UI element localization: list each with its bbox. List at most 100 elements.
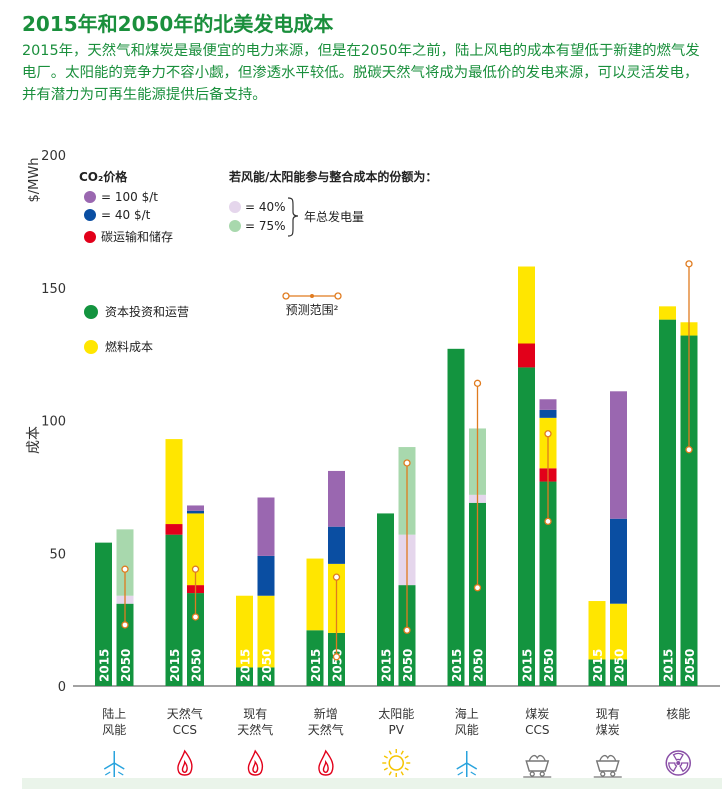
legend-range-marker: [334, 292, 342, 300]
bar-segment-capex_opex: [447, 348, 465, 686]
legend-swatch-co2-40: [84, 209, 96, 221]
legend-range-marker: [282, 292, 290, 300]
bar-segment-capex_opex: [377, 513, 394, 686]
bar-segment-capex_opex: [610, 659, 627, 686]
legend-range-marker: [310, 294, 314, 298]
bar-3-2050: 2050: [328, 470, 345, 686]
cart-coal: [599, 754, 617, 762]
bar-4-2015: 2015: [377, 513, 394, 686]
bar-year-label: 2015: [98, 649, 112, 682]
bar-year-label: 2050: [472, 649, 486, 682]
turbine-blade: [456, 762, 468, 770]
bar-year-label: 2050: [119, 649, 133, 682]
bar-year-label: 2015: [450, 649, 464, 682]
range-low-marker: [332, 653, 341, 661]
bar-segment-fuel: [588, 601, 606, 660]
range-low-marker: [685, 446, 693, 454]
range-high-marker: [191, 565, 200, 573]
category-label: 核能: [666, 707, 690, 721]
legend-brace: [287, 197, 299, 237]
bar-year-label: 2015: [309, 649, 323, 682]
y-unit-label: $/MWh: [27, 158, 42, 203]
y-axis-label: 成本: [26, 426, 42, 454]
radiation-blade: [668, 762, 678, 773]
bar-1-2050: 2050: [187, 505, 204, 686]
turbine-blade: [113, 762, 125, 770]
bar-2-2015: 2015: [236, 595, 253, 686]
bar-segment-transport_storage: [165, 524, 183, 535]
wind-turbine-icon: [103, 751, 125, 777]
y-tick-label: 0: [58, 680, 66, 695]
bar-year-label: 2050: [683, 649, 697, 682]
category-label: 风能: [102, 723, 126, 737]
turbine-wind-mark: [104, 771, 111, 776]
bar-year-label: 2015: [521, 649, 535, 682]
range-high-marker: [403, 459, 411, 467]
legend-swatch-integration-40: [229, 201, 241, 213]
y-tick-label: 200: [41, 149, 66, 164]
bar-6-2015: 2015: [518, 266, 535, 686]
legend-label-capex: 资本投资和运营: [105, 304, 189, 319]
category-label: CCS: [525, 723, 549, 737]
category-label: 天然气: [237, 722, 273, 737]
bar-segment-fuel: [659, 306, 676, 320]
radiation-core: [676, 761, 681, 765]
range-high-marker: [332, 573, 341, 581]
range-high-marker: [544, 430, 552, 438]
legend-label-fuel: 燃料成本: [105, 339, 153, 354]
bar-year-label: 2050: [190, 649, 204, 682]
flame-icon: [318, 749, 334, 776]
sun-ray: [388, 771, 392, 776]
legend-co2-title: CO₂价格: [79, 169, 128, 184]
radiation-ring: [665, 750, 691, 776]
turbine-wind-mark: [117, 771, 124, 776]
sun-ray: [383, 767, 388, 771]
bar-segment-fuel: [306, 558, 324, 631]
legend-label-transport: 碳运输和储存: [101, 229, 173, 244]
bar-year-label: 2015: [168, 649, 182, 682]
bar-year-label: 2050: [613, 649, 627, 682]
bar-0-2050: 2050: [116, 529, 134, 686]
turbine-wind-mark: [457, 771, 464, 776]
legend-swatch-integration-75: [229, 220, 241, 232]
bar-segment-co2_40: [539, 409, 557, 418]
bar-segment-fuel: [165, 439, 183, 525]
bar-segment-capex_opex: [680, 335, 698, 686]
sun-icon: [382, 749, 411, 777]
sun-ray: [383, 755, 388, 759]
y-tick-label: 50: [49, 547, 66, 562]
bar-segment-capex_opex: [398, 585, 416, 686]
y-tick-label: 100: [41, 415, 66, 430]
bar-segment-capex_opex: [539, 481, 557, 686]
category-label: 现有: [243, 707, 267, 721]
cart-coal: [528, 754, 546, 762]
sun-ray: [404, 755, 409, 759]
legend-label-range: 预测范围²: [286, 303, 339, 317]
bar-7-2050: 2050: [610, 391, 627, 686]
category-label: 新增: [314, 706, 338, 721]
turbine-blade: [103, 762, 115, 770]
sun-ray: [400, 750, 404, 755]
bar-year-label: 2050: [542, 649, 556, 682]
bar-year-label: 2050: [260, 649, 274, 682]
bar-segment-fuel: [187, 513, 204, 586]
bar-segment-capex_opex: [187, 593, 204, 686]
flame-shape: [247, 749, 264, 776]
bar-segment-co2_100: [187, 505, 204, 511]
bar-segment-fuel: [236, 595, 253, 668]
bar-segment-capex_opex: [95, 542, 112, 686]
bar-segment-capex_opex: [306, 630, 324, 686]
sun-ray: [400, 771, 404, 776]
bar-year-label: 2050: [401, 649, 415, 682]
bar-segment-transport_storage: [518, 343, 535, 368]
bar-segment-capex_opex: [236, 667, 253, 686]
range-high-marker: [121, 565, 129, 573]
legend-swatch-fuel: [84, 340, 98, 354]
category-label: CCS: [173, 723, 197, 737]
bar-year-label: 2015: [591, 649, 605, 682]
bar-segment-co2_40: [328, 526, 345, 564]
cart-wheel: [600, 771, 606, 777]
cart-body: [595, 760, 620, 772]
bar-segment-co2_40: [610, 518, 627, 604]
